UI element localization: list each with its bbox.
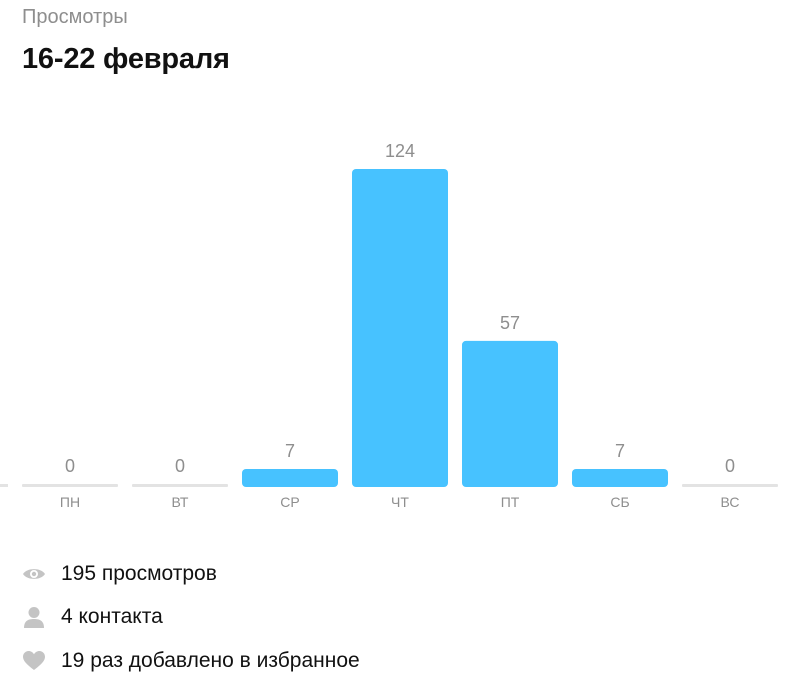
eye-icon [22,562,46,586]
bar-ЧТ[interactable] [352,169,448,487]
bar-value-label: 0 [725,456,735,476]
category-label: ВТ [172,494,189,510]
category-label: ЧТ [391,494,409,510]
stat-favorites-text: 19 раз добавлено в избранное [61,649,360,672]
stat-views: 195 просмотров [22,562,217,586]
bar-ВС[interactable] [682,484,778,487]
bar-value-label: 124 [385,141,415,161]
category-label: СР [280,494,299,510]
bar-value-label: 7 [285,441,295,461]
bar-СР[interactable] [242,469,338,487]
stat-views-text: 195 просмотров [61,562,217,585]
bar-СБ[interactable] [572,469,668,487]
bar-value-label: 0 [175,456,185,476]
bar-ПН[interactable] [22,484,118,487]
bar-value-label: 7 [615,441,625,461]
chart-title: 16-22 февраля [22,43,230,75]
bar-ПТ[interactable] [462,340,558,487]
bar-value-label: 57 [500,313,520,333]
category-label: СБ [610,494,629,510]
category-label: ПН [60,494,80,510]
stat-contacts-text: 4 контакта [61,605,163,628]
category-label: ВС [721,494,740,510]
bar-chart: 0 ПН 0 ВТ 7 СР 124 ЧТ 57 ПТ 7 СБ 0 ВС [0,141,778,510]
axis-edge [0,484,8,487]
bar-ВТ[interactable] [132,484,228,487]
stat-contacts: 4 контакта [22,605,163,629]
heart-icon [22,649,46,673]
bar-value-label: 0 [65,456,75,476]
chart-subtitle: Просмотры [22,6,128,28]
category-label: ПТ [501,494,520,510]
person-icon [22,605,46,629]
stat-favorites: 19 раз добавлено в избранное [22,649,360,673]
